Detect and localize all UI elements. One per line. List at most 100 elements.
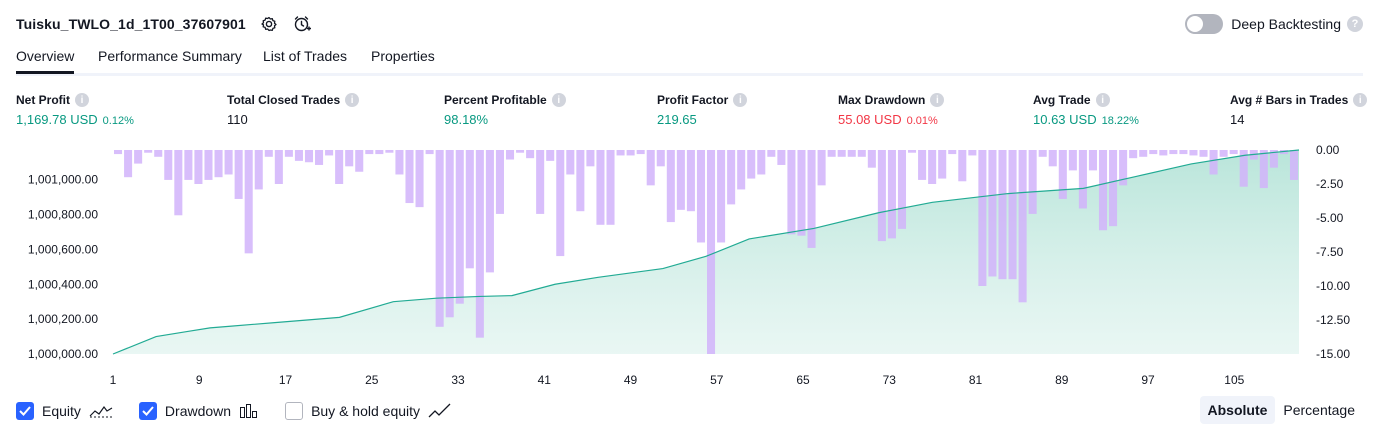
metric-avg-bars-in-trades: Avg # Bars in Trades i 14 — [1230, 93, 1368, 127]
x-axis-tick: 41 — [538, 373, 552, 387]
metric-percent: 0.01% — [906, 115, 938, 127]
drawdown-bar — [1068, 150, 1077, 171]
drawdown-bar — [1229, 150, 1238, 155]
drawdown-bar — [304, 150, 314, 163]
drawdown-bar — [264, 150, 273, 157]
metric-total-closed-trades: Total Closed Trades i 110 — [227, 93, 360, 127]
legend-buy-hold-equity[interactable]: Buy & hold equity — [285, 402, 452, 420]
drawdown-bar — [928, 150, 937, 184]
metric-avg-trade: Avg Trade i 10.63 USD 18.22% — [1033, 93, 1139, 127]
drawdown-bar — [345, 150, 354, 167]
left-axis-tick: 1,000,600.00 — [28, 242, 98, 256]
right-axis-tick: -10.00 — [1316, 279, 1350, 293]
deep-backtesting: Deep Backtesting ? — [1185, 12, 1363, 36]
drawdown-bar — [325, 150, 334, 156]
drawdown-bar — [676, 150, 685, 210]
metric-percent: 18.22% — [1101, 115, 1139, 127]
add-alert-clock-icon[interactable] — [292, 14, 312, 34]
tab-properties[interactable]: Properties — [371, 48, 435, 64]
drawdown-bar — [425, 150, 434, 155]
metric-label: Profit Factor — [657, 93, 729, 107]
info-icon[interactable]: i — [1095, 93, 1110, 107]
info-icon[interactable]: i — [345, 93, 360, 107]
drawdown-bar — [938, 150, 947, 179]
metric-value: 98.18% — [444, 112, 489, 127]
x-axis-tick: 9 — [196, 373, 203, 387]
drawdown-bar — [355, 150, 364, 172]
drawdown-bar — [1088, 150, 1097, 171]
info-icon[interactable]: i — [1353, 93, 1368, 107]
drawdown-bar — [1199, 150, 1208, 157]
buy-hold-checkbox[interactable] — [285, 402, 304, 420]
buy-hold-label: Buy & hold equity — [311, 403, 421, 419]
drawdown-bar — [978, 150, 987, 286]
drawdown-bar — [707, 150, 716, 354]
drawdown-bar — [505, 150, 515, 160]
drawdown-bar — [908, 150, 917, 153]
drawdown-bar — [1179, 150, 1188, 155]
drawdown-bar — [767, 150, 776, 157]
equity-checkbox[interactable] — [16, 402, 34, 420]
legend-drawdown[interactable]: Drawdown — [138, 402, 259, 420]
drawdown-label: Drawdown — [164, 403, 232, 419]
info-icon[interactable]: i — [930, 93, 945, 107]
drawdown-bar — [405, 150, 414, 204]
strategy-header: Tuisku_TWLO_1d_1T00_37607901 — [16, 12, 312, 36]
percentage-button[interactable]: Percentage — [1283, 402, 1355, 418]
absolute-button[interactable]: Absolute — [1199, 396, 1276, 424]
drawdown-bar — [616, 150, 625, 156]
info-icon[interactable]: i — [733, 93, 748, 107]
drawdown-bar — [556, 150, 565, 257]
info-icon[interactable]: i — [75, 93, 89, 107]
drawdown-bar — [1289, 150, 1298, 180]
drawdown-bar — [465, 150, 474, 269]
deep-backtesting-toggle[interactable] — [1185, 14, 1224, 34]
equity-drawdown-chart[interactable]: 1,000,000.00 1,000,200.00 1,000,400.00 1,00… — [0, 140, 1379, 390]
help-question-icon[interactable]: ? — [1347, 16, 1363, 32]
drawdown-bar — [1149, 150, 1158, 155]
metric-max-drawdown: Max Drawdown i 55.08 USD 0.01% — [838, 93, 945, 127]
drawdown-bar — [244, 150, 253, 254]
drawdown-bar — [656, 150, 665, 167]
metric-value: 219.65 — [657, 112, 697, 127]
metric-value: 110 — [227, 112, 248, 127]
drawdown-bar — [204, 150, 213, 180]
tab-performance-summary[interactable]: Performance Summary — [98, 48, 242, 64]
tab-overview[interactable]: Overview — [16, 48, 75, 74]
left-axis-tick: 1,000,400.00 — [28, 277, 98, 291]
metric-value: 10.63 USD — [1033, 112, 1097, 127]
left-axis-tick: 1,000,000.00 — [28, 347, 98, 361]
drawdown-bar — [174, 150, 183, 216]
info-icon[interactable]: i — [551, 93, 566, 107]
drawdown-bar — [224, 150, 233, 175]
drawdown-bar — [586, 150, 595, 167]
x-axis-tick: 17 — [279, 373, 293, 387]
tab-list-of-trades[interactable]: List of Trades — [263, 48, 348, 64]
buy-hold-line-icon — [428, 403, 452, 419]
metric-percent: 0.12% — [102, 115, 134, 127]
left-axis-tick: 1,001,000.00 — [28, 173, 98, 187]
right-axis-tick: -2.50 — [1316, 177, 1344, 191]
settings-gear-icon[interactable] — [259, 14, 279, 34]
drawdown-bar — [1219, 150, 1228, 157]
drawdown-bar — [1098, 150, 1108, 231]
drawdown-bar — [737, 150, 746, 190]
legend-equity[interactable]: Equity — [16, 402, 113, 420]
drawdown-checkbox[interactable] — [138, 402, 157, 420]
drawdown-bar — [124, 150, 133, 178]
drawdown-bar — [526, 150, 535, 159]
drawdown-bar — [897, 150, 907, 229]
drawdown-bar — [576, 150, 585, 212]
drawdown-bar — [395, 150, 404, 175]
drawdown-bar — [827, 150, 836, 157]
drawdown-bar — [254, 150, 263, 190]
drawdown-bar — [455, 150, 464, 304]
x-axis-tick: 105 — [1224, 373, 1244, 387]
right-axis-tick: -12.50 — [1316, 313, 1350, 327]
metric-label: Total Closed Trades — [227, 93, 341, 107]
right-axis-tick: -15.00 — [1316, 347, 1350, 361]
drawdown-bar — [114, 150, 123, 155]
drawdown-bar — [696, 150, 705, 243]
x-axis-tick: 33 — [451, 373, 465, 387]
drawdown-bar — [948, 150, 957, 155]
